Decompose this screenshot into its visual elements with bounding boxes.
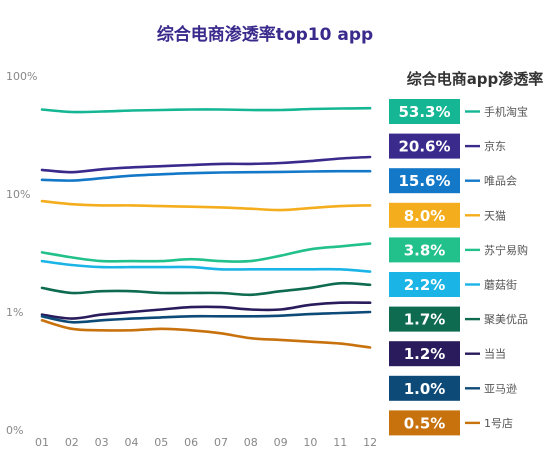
y-tick-label: 100%: [6, 70, 37, 83]
y-axis: 100% 10% 1% 0%: [6, 70, 37, 437]
legend-value: 3.8%: [404, 241, 446, 259]
legend-name: 手机淘宝: [484, 105, 528, 119]
x-tick-label: 05: [154, 436, 168, 449]
x-tick-label: 12: [363, 436, 377, 449]
legend-value-badge: [389, 375, 460, 401]
x-tick-label: 10: [303, 436, 317, 449]
x-tick-label: 09: [274, 436, 288, 449]
series-line: [40, 301, 372, 320]
legend-value: 53.3%: [398, 103, 450, 121]
legend-value-badge: [389, 99, 460, 124]
x-tick-label: 11: [333, 436, 347, 449]
legend-name: 天猫: [484, 209, 506, 222]
series-line: [40, 242, 372, 263]
legend-name: 当当: [484, 347, 506, 361]
legend-value-badge: [389, 168, 460, 194]
legend-value: 1.2%: [404, 345, 446, 363]
y-tick-label: 10%: [6, 188, 30, 201]
legend-entry: 1.7% 聚美优品: [389, 306, 528, 332]
x-tick-label: 03: [95, 436, 109, 449]
y-tick-label: 1%: [6, 306, 23, 319]
legend-name: 京东: [484, 139, 506, 153]
series-line: [40, 155, 372, 174]
legend-title: 综合电商app渗透率: [407, 70, 544, 88]
legend-value-badge: [389, 410, 460, 436]
x-tick-label: 07: [214, 436, 228, 449]
legend-value-badge: [389, 341, 460, 367]
chart-title: 综合电商渗透率top10 app: [157, 24, 373, 45]
legend-name: 1号店: [484, 416, 513, 430]
legend-value: 1.0%: [404, 380, 446, 398]
legend-entry: 3.8% 苏宁易购: [389, 237, 528, 263]
legend-name: 聚美优品: [484, 313, 528, 326]
x-tick-label: 08: [244, 436, 258, 449]
x-tick-label: 02: [65, 436, 79, 449]
legend-name: 亚马逊: [484, 382, 517, 395]
legend-value: 20.6%: [398, 138, 450, 156]
series-line: [40, 169, 372, 182]
legend-entry: 20.6% 京东: [389, 133, 506, 159]
x-tick-label: 04: [124, 436, 138, 449]
legend-name: 苏宁易购: [484, 243, 528, 257]
legend-value-badge: [389, 133, 460, 159]
series-line: [40, 281, 372, 297]
legend-name: 唯品会: [484, 175, 517, 188]
series-line: [40, 310, 372, 324]
legend-value: 15.6%: [398, 172, 450, 190]
x-axis: 01 02 03 04 05 06 07 08 09 10 11 12: [35, 436, 377, 449]
legend-entry: 15.6% 唯品会: [389, 168, 517, 194]
legend-entry: 8.0% 天猫: [389, 202, 506, 228]
legend-entry: 2.2% 蘑菇街: [389, 272, 517, 297]
legend-value: 2.2%: [404, 276, 446, 294]
legend: 53.3% 手机淘宝 20.6% 京东 15.6% 唯品会 8.0% 天猫 3.8% 苏宁易购 2.…: [389, 99, 528, 436]
legend-value: 0.5%: [404, 414, 446, 432]
x-tick-label: 01: [35, 436, 49, 449]
legend-entry: 53.3% 手机淘宝: [389, 99, 528, 124]
legend-value: 8.0%: [404, 207, 446, 225]
x-tick-label: 06: [184, 436, 198, 449]
legend-value-badge: [389, 272, 460, 297]
legend-value-badge: [389, 306, 460, 332]
y-tick-label: 0%: [6, 424, 23, 437]
legend-name: 蘑菇街: [484, 278, 517, 292]
legend-entry: 0.5% 1号店: [389, 410, 513, 436]
series-line: [40, 106, 372, 114]
legend-value: 1.7%: [404, 311, 446, 329]
series-line: [40, 199, 372, 212]
legend-value-badge: [389, 202, 460, 228]
legend-value-badge: [389, 237, 460, 263]
legend-entry: 1.0% 亚马逊: [389, 375, 517, 401]
series-line: [40, 319, 372, 349]
legend-entry: 1.2% 当当: [389, 341, 506, 367]
series-lines: [40, 106, 372, 349]
series-line: [40, 259, 372, 273]
